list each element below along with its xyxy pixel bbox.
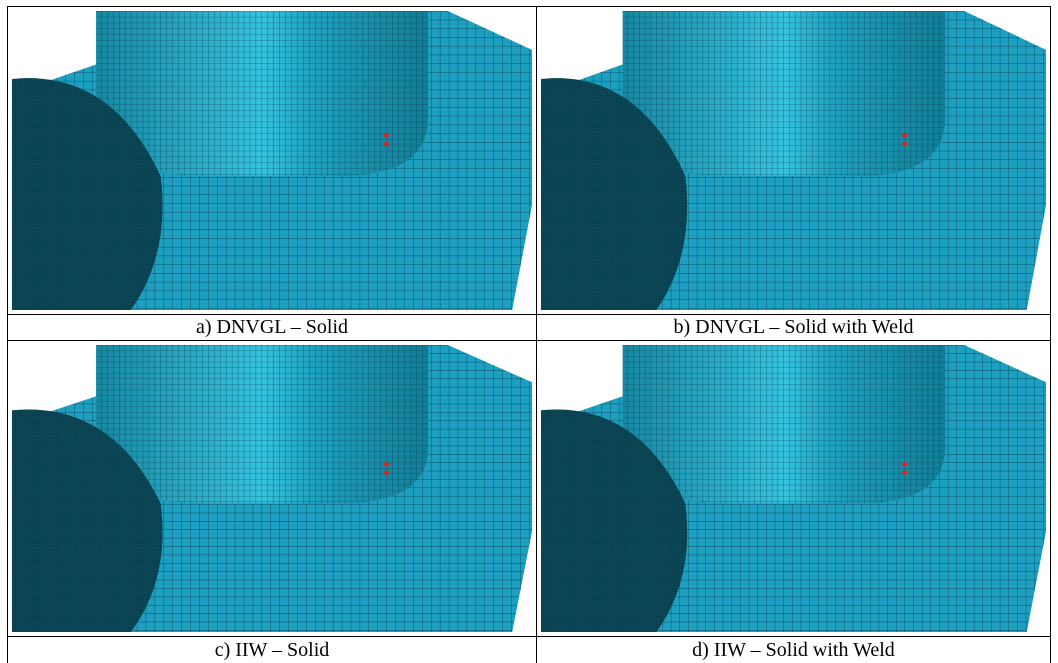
caption: a) DNVGL – Solid xyxy=(7,314,537,341)
mesh xyxy=(541,11,1046,310)
panel-image xyxy=(7,340,537,637)
caption: d) IIW – Solid with Weld xyxy=(536,636,1051,663)
caption: c) IIW – Solid xyxy=(7,636,537,663)
mesh xyxy=(12,345,532,632)
caption: b) DNVGL – Solid with Weld xyxy=(536,314,1051,341)
mesh-image xyxy=(541,11,1046,310)
mesh-image xyxy=(12,11,532,310)
panel-image xyxy=(536,6,1051,315)
mesh-image xyxy=(12,345,532,632)
panel-image xyxy=(7,6,537,315)
mesh xyxy=(541,345,1046,632)
mesh-image xyxy=(541,345,1046,632)
mesh xyxy=(12,11,532,310)
panel-image xyxy=(536,340,1051,637)
